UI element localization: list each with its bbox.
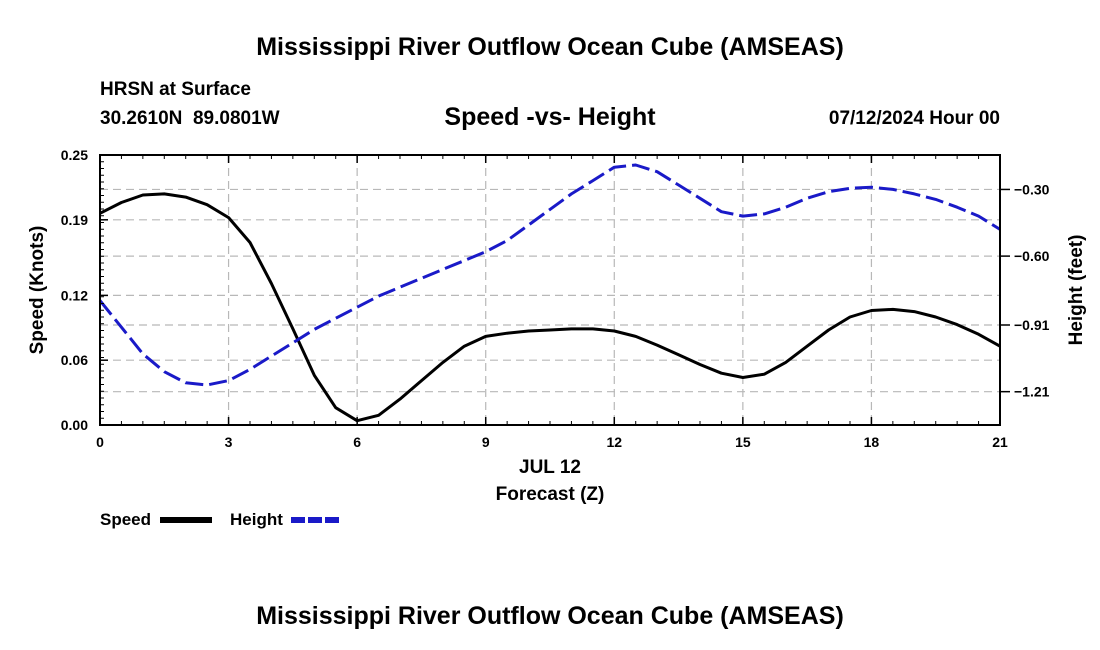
- x-tick-label: 3: [225, 434, 233, 450]
- y2-tick-label: −1.21: [1014, 384, 1050, 400]
- y-axis-title: Speed (Knots): [27, 226, 48, 355]
- y-tick-label: 0.19: [61, 212, 88, 228]
- footer-title: Mississippi River Outflow Ocean Cube (AM…: [256, 602, 844, 630]
- station-label: HRSN at Surface: [100, 79, 251, 100]
- datetime-label: 07/12/2024 Hour 00: [829, 108, 1000, 129]
- y2-tick-label: −0.30: [1014, 181, 1050, 197]
- y2-axis-title: Height (feet): [1066, 235, 1087, 346]
- y2-tick-label: −0.91: [1014, 317, 1050, 333]
- x-tick-label: 0: [96, 434, 104, 450]
- x-tick-label: 9: [482, 434, 490, 450]
- series-line-speed: [99, 192, 1001, 423]
- y-tick-label: 0.12: [61, 287, 88, 303]
- y-tick-label: 0.00: [61, 417, 88, 433]
- x-tick-label: 15: [735, 434, 751, 450]
- chart-title: Mississippi River Outflow Ocean Cube (AM…: [256, 33, 844, 61]
- coordinates-label: 30.2610N 89.0801W: [100, 108, 280, 129]
- x-tick-label: 21: [992, 434, 1008, 450]
- legend-speed-label: Speed: [100, 510, 151, 529]
- x-axis-title: Forecast (Z): [496, 484, 605, 505]
- legend: Speed Height: [100, 510, 342, 529]
- ticks: [99, 154, 1010, 426]
- y-tick-label: 0.25: [61, 147, 88, 163]
- y-tick-label: 0.06: [61, 352, 88, 368]
- legend-height-label: Height: [230, 510, 283, 529]
- grid: [100, 155, 1000, 425]
- tick-labels: 0 3 6 9 12 15 18 21 0.00 0.06 0.12 0.19 0.25 −1.21 −0.…: [61, 147, 1050, 450]
- x-tick-label: 12: [606, 434, 622, 450]
- x-date-label: JUL 12: [519, 457, 581, 478]
- x-tick-label: 6: [353, 434, 361, 450]
- plot-frame: [99, 154, 1001, 426]
- x-tick-label: 18: [864, 434, 880, 450]
- series-line-height: [98, 163, 1001, 387]
- y2-tick-label: −0.60: [1014, 248, 1050, 264]
- chart-subtitle: Speed -vs- Height: [444, 103, 656, 131]
- series-layer: [98, 163, 1001, 423]
